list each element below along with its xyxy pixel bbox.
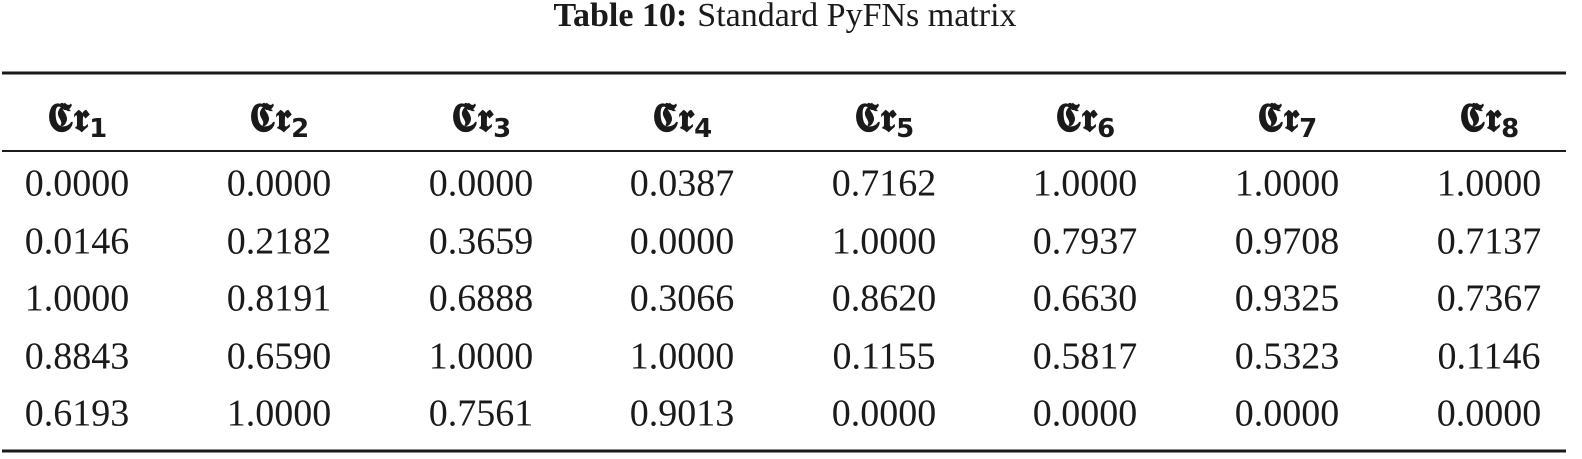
table-cell: 0.2182 [227, 221, 332, 263]
table-cell: 0.0387 [630, 163, 735, 205]
table-cell: 1.0000 [25, 278, 130, 320]
table-cell: 1.0000 [429, 336, 534, 378]
table-cell: 0.6193 [25, 393, 130, 435]
table-cell: 0.8620 [832, 278, 937, 320]
table-cell: 1.0000 [227, 393, 332, 435]
table-cell: 0.8191 [227, 278, 332, 320]
column-header: 𝕮̀𝖗5 [854, 95, 914, 144]
table-cell: 0.7162 [832, 163, 937, 205]
header-symbol: 𝕮̀𝖗 [47, 95, 91, 141]
header-symbol: 𝕮̀𝖗 [1459, 95, 1503, 141]
table-cell: 0.9708 [1235, 221, 1340, 263]
table-cell: 0.0000 [832, 393, 937, 435]
header-symbol: 𝕮̀𝖗 [1055, 95, 1099, 141]
table-cell: 0.5323 [1235, 336, 1340, 378]
table-cell: 0.0000 [1033, 393, 1138, 435]
header-subscript: 6 [1097, 114, 1115, 144]
table-cell: 0.0000 [25, 163, 130, 205]
table-cell: 0.6630 [1033, 278, 1138, 320]
header-symbol: 𝕮̀𝖗 [451, 95, 495, 141]
table-cell: 0.3066 [630, 278, 735, 320]
table-cell: 0.6888 [429, 278, 534, 320]
table-cell: 0.8843 [25, 336, 130, 378]
header-subscript: 3 [493, 114, 511, 144]
table-cell: 0.7137 [1437, 221, 1542, 263]
table-cell: 0.9013 [630, 393, 735, 435]
table-cell: 0.7561 [429, 393, 534, 435]
table-cell: 0.7937 [1033, 221, 1138, 263]
header-subscript: 1 [89, 114, 107, 144]
header-subscript: 2 [291, 114, 309, 144]
header-symbol: 𝕮̀𝖗 [854, 95, 898, 141]
caption-text: Standard PyFNs matrix [697, 0, 1016, 34]
header-symbol: 𝕮̀𝖗 [652, 95, 696, 141]
table-cell: 0.0146 [25, 221, 130, 263]
column-header: 𝕮̀𝖗3 [451, 95, 511, 144]
header-subscript: 7 [1299, 114, 1317, 144]
table-cell: 1.0000 [1033, 163, 1138, 205]
table-caption: Table 10: Standard PyFNs matrix [553, 0, 1016, 34]
table-cell: 0.3659 [429, 221, 534, 263]
column-header: 𝕮̀𝖗8 [1459, 95, 1519, 144]
table-cell: 0.0000 [227, 163, 332, 205]
table-cell: 0.7367 [1437, 278, 1542, 320]
header-symbol: 𝕮̀𝖗 [249, 95, 293, 141]
table-cell: 0.6590 [227, 336, 332, 378]
column-header: 𝕮̀𝖗4 [652, 95, 712, 144]
table-cell: 1.0000 [1235, 163, 1340, 205]
table-cell: 0.0000 [1437, 393, 1542, 435]
header-subscript: 5 [896, 114, 914, 144]
column-header: 𝕮̀𝖗6 [1055, 95, 1115, 144]
header-subscript: 4 [694, 114, 712, 144]
table-cell: 1.0000 [832, 221, 937, 263]
table-cell: 0.1146 [1437, 336, 1540, 378]
table-cell: 0.9325 [1235, 278, 1340, 320]
table-cell: 0.0000 [630, 221, 735, 263]
table-cell: 0.5817 [1033, 336, 1138, 378]
column-header: 𝕮̀𝖗1 [47, 95, 107, 144]
caption-label: Table 10: [553, 0, 687, 34]
header-subscript: 8 [1501, 114, 1519, 144]
table-cell: 1.0000 [630, 336, 735, 378]
table-cell: 0.0000 [1235, 393, 1340, 435]
table-cell: 0.0000 [429, 163, 534, 205]
table-cell: 0.1155 [832, 336, 935, 378]
column-header: 𝕮̀𝖗2 [249, 95, 309, 144]
header-symbol: 𝕮̀𝖗 [1257, 95, 1301, 141]
column-header: 𝕮̀𝖗7 [1257, 95, 1317, 144]
table-cell: 1.0000 [1437, 163, 1542, 205]
